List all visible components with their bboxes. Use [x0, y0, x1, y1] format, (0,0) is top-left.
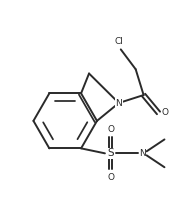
Text: O: O	[107, 173, 114, 182]
Text: O: O	[107, 125, 114, 134]
Text: Cl: Cl	[114, 37, 123, 46]
Text: N: N	[116, 98, 122, 108]
Text: N: N	[139, 149, 146, 158]
Text: O: O	[162, 108, 169, 117]
Text: S: S	[108, 148, 114, 158]
